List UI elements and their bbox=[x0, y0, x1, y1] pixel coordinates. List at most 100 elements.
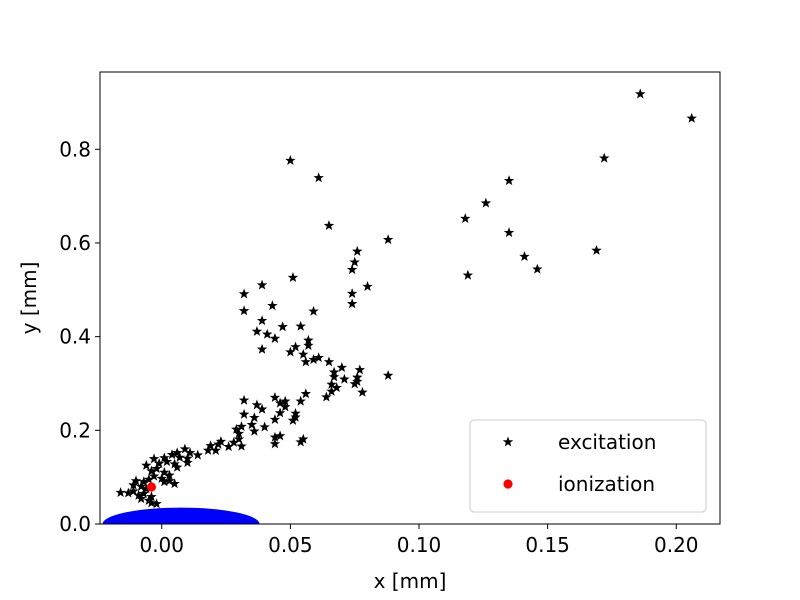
excitation-point bbox=[519, 251, 530, 261]
plot-frame bbox=[99, 71, 721, 525]
x-tick-label: 0.05 bbox=[268, 533, 313, 557]
excitation-point bbox=[256, 315, 268, 326]
excitation-point bbox=[267, 300, 278, 311]
excitation-point bbox=[148, 453, 160, 464]
region-layer bbox=[102, 507, 260, 524]
excitation-point bbox=[251, 399, 263, 410]
region-ellipse bbox=[102, 507, 260, 524]
excitation-point bbox=[182, 457, 193, 468]
excitation-point bbox=[236, 440, 247, 451]
excitation-point bbox=[269, 333, 281, 343]
excitation-point bbox=[326, 385, 337, 396]
excitation-point bbox=[290, 341, 301, 352]
y-tick-label: 0.2 bbox=[59, 418, 91, 442]
excitation-point bbox=[174, 452, 185, 462]
excitation-point bbox=[164, 475, 175, 486]
legend-label-ionization: ionization bbox=[558, 472, 655, 496]
excitation-point bbox=[346, 298, 358, 309]
x-tick-label: 0.00 bbox=[139, 533, 184, 557]
excitation-point bbox=[256, 279, 268, 290]
excitation-point bbox=[346, 288, 358, 298]
excitation-point bbox=[321, 391, 332, 402]
legend-label-excitation: excitation bbox=[558, 430, 656, 454]
excitation-point bbox=[233, 433, 245, 444]
excitation-point bbox=[184, 447, 196, 458]
excitation-point bbox=[382, 234, 394, 245]
excitation-point bbox=[151, 463, 162, 474]
ionization-point bbox=[146, 482, 157, 492]
excitation-point bbox=[346, 264, 358, 275]
excitation-point bbox=[138, 488, 149, 498]
excitation-point bbox=[256, 403, 268, 414]
excitation-point bbox=[159, 476, 170, 487]
excitation-point bbox=[303, 340, 314, 350]
excitation-point bbox=[135, 481, 147, 491]
excitation-point bbox=[331, 382, 342, 393]
excitation-point bbox=[210, 444, 221, 455]
excitation-point bbox=[238, 288, 250, 299]
excitation-point bbox=[205, 440, 216, 451]
excitation-point bbox=[123, 487, 134, 498]
x-tick-label: 0.15 bbox=[525, 533, 570, 557]
excitation-point bbox=[151, 498, 162, 509]
excitation-point bbox=[223, 441, 234, 452]
excitation-point bbox=[249, 412, 260, 423]
excitation-point bbox=[300, 356, 312, 367]
excitation-point bbox=[269, 392, 281, 402]
excitation-point bbox=[349, 256, 360, 267]
excitation-point bbox=[362, 281, 373, 291]
excitation-point bbox=[141, 459, 152, 470]
excitation-point bbox=[269, 414, 281, 424]
excitation-point bbox=[313, 172, 324, 183]
excitation-point bbox=[295, 320, 306, 331]
excitation-point bbox=[236, 421, 247, 432]
excitation-point bbox=[148, 470, 160, 481]
excitation-point bbox=[246, 419, 257, 430]
excitation-point bbox=[159, 467, 170, 477]
excitation-point bbox=[249, 425, 260, 436]
excitation-point bbox=[298, 348, 309, 359]
excitation-point bbox=[480, 197, 492, 208]
excitation-point bbox=[238, 305, 250, 316]
excitation-point bbox=[460, 213, 471, 224]
x-axis-label: x [mm] bbox=[374, 569, 447, 593]
excitation-point bbox=[274, 397, 286, 408]
x-tick-label: 0.20 bbox=[654, 533, 699, 557]
excitation-point bbox=[251, 326, 263, 336]
excitation-point bbox=[313, 352, 324, 363]
excitation-point bbox=[262, 328, 273, 339]
excitation-point bbox=[269, 438, 281, 449]
y-tick-label: 0.8 bbox=[59, 137, 91, 161]
excitation-point bbox=[323, 220, 335, 231]
excitation-point bbox=[146, 465, 157, 476]
excitation-point bbox=[285, 155, 296, 165]
excitation-point bbox=[280, 401, 291, 412]
excitation-point bbox=[153, 458, 165, 469]
excitation-point bbox=[328, 371, 340, 382]
excitation-point bbox=[352, 245, 363, 256]
excitation-point bbox=[357, 386, 368, 397]
excitation-point bbox=[274, 430, 286, 441]
excitation-point bbox=[259, 421, 270, 432]
excitation-point bbox=[166, 449, 178, 460]
excitation-point bbox=[256, 343, 268, 354]
excitation-point bbox=[591, 244, 602, 255]
excitation-point bbox=[287, 272, 299, 283]
excitation-point bbox=[295, 436, 306, 447]
excitation-point bbox=[228, 437, 239, 447]
excitation-point bbox=[323, 356, 335, 367]
excitation-point bbox=[146, 497, 157, 508]
excitation-point bbox=[354, 364, 366, 375]
excitation-point bbox=[308, 305, 319, 316]
excitation-point bbox=[130, 475, 142, 486]
excitation-point bbox=[285, 346, 296, 357]
excitation-point bbox=[382, 370, 394, 380]
excitation-point bbox=[287, 415, 299, 425]
excitation-point bbox=[238, 394, 250, 405]
excitation-point bbox=[159, 452, 170, 463]
excitation-point bbox=[231, 423, 242, 434]
excitation-point bbox=[503, 227, 515, 238]
excitation-point bbox=[192, 449, 203, 460]
excitation-point bbox=[599, 152, 610, 163]
legend-marker-ionization bbox=[503, 479, 513, 489]
